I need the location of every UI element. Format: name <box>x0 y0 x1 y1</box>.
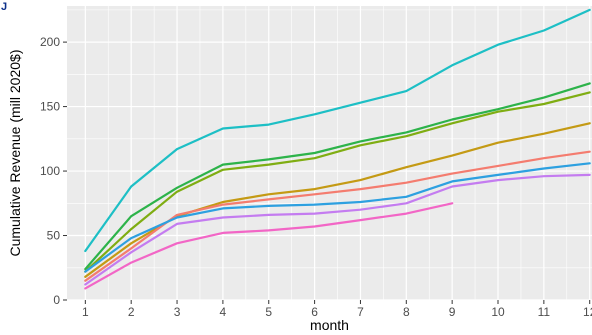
y-tick-label: 200 <box>40 35 60 49</box>
y-tick-label: 0 <box>53 293 60 307</box>
series-line-8 <box>84 202 454 290</box>
series-line-6 <box>84 162 591 273</box>
y-tick-label: 150 <box>40 100 60 114</box>
x-tick-label: 6 <box>311 305 318 319</box>
x-tick-label: 7 <box>357 305 364 319</box>
x-tick-label: 11 <box>538 305 551 319</box>
x-tick-label: 1 <box>82 305 89 319</box>
x-tick-label: 10 <box>491 305 505 319</box>
x-tick-label: 9 <box>449 305 456 319</box>
corner-mark: J <box>1 1 7 13</box>
x-tick-label: 12 <box>583 305 592 319</box>
series-line-7 <box>84 173 591 286</box>
series-lines <box>84 8 591 290</box>
y-axis-title: Cumulative Revenue (mill 2020$) <box>7 50 23 257</box>
series-line-3 <box>84 91 591 273</box>
axes: 050100150200123456789101112 <box>40 35 592 319</box>
y-tick-label: 50 <box>47 229 61 243</box>
series-line-2 <box>84 82 591 271</box>
series-line-1 <box>84 8 591 253</box>
y-tick-label: 100 <box>40 164 60 178</box>
x-tick-label: 8 <box>403 305 410 319</box>
x-axis-title: month <box>310 317 349 333</box>
x-tick-label: 5 <box>265 305 272 319</box>
x-tick-label: 4 <box>220 305 227 319</box>
x-tick-label: 2 <box>128 305 135 319</box>
x-tick-label: 3 <box>174 305 181 319</box>
